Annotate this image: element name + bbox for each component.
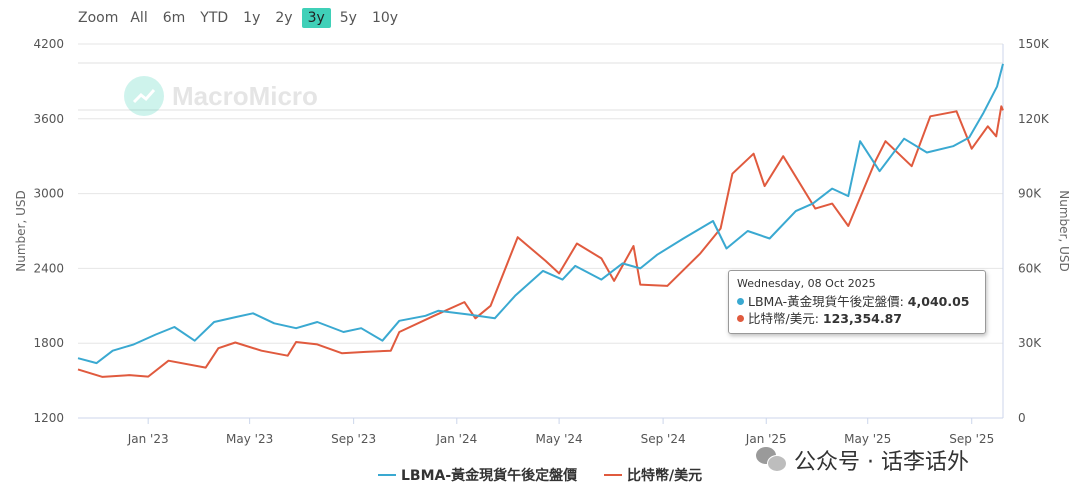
x-tick-label: Jan '25 — [745, 432, 787, 446]
y-right-tick-label: 30K — [1018, 336, 1042, 350]
tooltip-date: Wednesday, 08 Oct 2025 — [737, 277, 876, 290]
x-tick-label: Sep '23 — [331, 432, 376, 446]
zoom-10y-button[interactable]: 10y — [371, 10, 399, 26]
x-tick-label: Jan '24 — [435, 432, 477, 446]
x-tick-label: May '23 — [226, 432, 273, 446]
zoom-label: Zoom — [78, 10, 119, 26]
legend-label-btc: 比特幣/美元 — [627, 467, 702, 484]
watermark-text: MacroMicro — [172, 80, 318, 111]
tooltip-row-btc: 比特幣/美元: 123,354.87 — [737, 310, 977, 327]
series-line-gold — [77, 63, 1004, 365]
y-left-tick-label: 1800 — [33, 336, 64, 350]
tooltip-gold-label: LBMA-黃金現貨午後定盤價: — [748, 294, 908, 309]
chart-logo-icon — [124, 76, 164, 116]
gold-dot-icon — [737, 298, 744, 305]
x-tick-label: May '24 — [535, 432, 582, 446]
y-left-axis-title: Number, USD — [14, 190, 28, 271]
y-left-tick-label: 3000 — [33, 187, 64, 201]
x-tick-label: Sep '24 — [641, 432, 686, 446]
tooltip-btc-label: 比特幣/美元: — [748, 311, 823, 326]
series-line-btc — [77, 105, 1004, 378]
watermark-logo: MacroMicro — [124, 76, 318, 116]
wechat-account: 公众号 · 话李话外 — [756, 444, 969, 476]
zoom-ytd-button[interactable]: YTD — [200, 10, 229, 26]
legend-label-gold: LBMA-黃金現貨午後定盤價 — [401, 467, 578, 484]
y-right-axis-title: Number, USD — [1057, 190, 1071, 271]
tooltip-gold-value: 4,040.05 — [907, 294, 970, 309]
tooltip-btc-value: 123,354.87 — [822, 311, 902, 326]
y-left-tick-label: 4200 — [33, 37, 64, 51]
zoom-2y-button[interactable]: 2y — [275, 10, 293, 26]
y-right-tick-label: 90K — [1018, 187, 1042, 201]
y-right-tick-label: 120K — [1018, 112, 1050, 126]
zoom-3y-button[interactable]: 3y — [301, 8, 331, 28]
zoom-6m-button[interactable]: 6m — [162, 10, 186, 26]
y-right-tick-label: 150K — [1018, 37, 1050, 51]
y-left-tick-label: 1200 — [33, 411, 64, 425]
y-right-tick-label: 0 — [1018, 411, 1026, 425]
x-tick-label: Jan '23 — [127, 432, 169, 446]
y-right-tick-label: 60K — [1018, 261, 1042, 275]
zoom-5y-button[interactable]: 5y — [339, 10, 357, 26]
y-left-tick-label: 3600 — [33, 112, 64, 126]
y-left-tick-label: 2400 — [33, 261, 64, 275]
zoom-all-button[interactable]: All — [130, 10, 148, 26]
wechat-icon — [756, 447, 787, 473]
zoom-1y-button[interactable]: 1y — [243, 10, 261, 26]
btc-dot-icon — [737, 315, 744, 322]
x-tick-label: May '25 — [844, 432, 891, 446]
wechat-account-name: 公众号 · 话李话外 — [794, 450, 969, 475]
x-tick-label: Sep '25 — [949, 432, 994, 446]
tooltip-row-gold: LBMA-黃金現貨午後定盤價: 4,040.05 — [737, 293, 977, 310]
zoom-bar: Zoom All 6m YTD 1y 2y 3y 5y 10y — [78, 6, 407, 30]
chart-tooltip: Wednesday, 08 Oct 2025 LBMA-黃金現貨午後定盤價: 4… — [728, 270, 986, 334]
